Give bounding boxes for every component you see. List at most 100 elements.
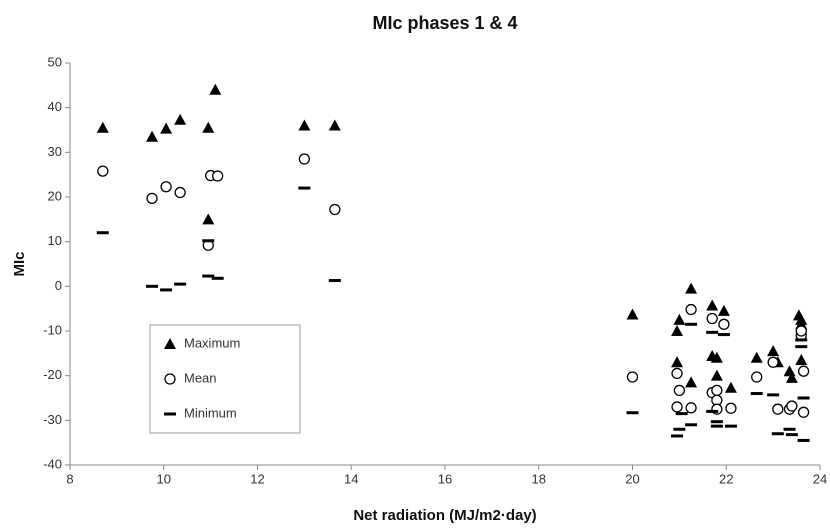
triangle-marker: [724, 381, 737, 393]
triangle-marker: [706, 299, 719, 311]
triangle-marker: [298, 119, 311, 131]
circle-marker: [725, 402, 737, 414]
x-tick-label: 12: [250, 471, 264, 486]
triangle-marker: [202, 213, 215, 225]
triangle-marker: [685, 282, 698, 294]
circle-marker: [786, 400, 798, 412]
circle-marker: [797, 406, 810, 418]
dash-marker: [785, 433, 798, 437]
circle-marker: [767, 356, 779, 368]
x-tick-label: 20: [625, 471, 639, 486]
dash-marker: [795, 345, 808, 349]
y-tick-label: -10: [43, 322, 62, 337]
x-tick-label: 14: [344, 471, 358, 486]
dash-marker: [795, 338, 808, 342]
x-tick-label: 22: [719, 471, 733, 486]
dash-marker: [685, 322, 698, 326]
triangle-marker: [174, 113, 187, 125]
circle-marker: [751, 371, 763, 383]
triangle-marker: [750, 351, 763, 363]
triangle-marker: [160, 122, 173, 134]
dash-marker: [211, 276, 224, 280]
dash-marker: [626, 411, 639, 415]
legend-label: Minimum: [184, 405, 237, 420]
triangle-marker: [671, 356, 684, 368]
dash-marker: [797, 438, 810, 442]
dash-marker: [717, 333, 730, 337]
triangle-marker: [767, 345, 780, 357]
dash-marker: [202, 239, 215, 243]
dash-marker: [298, 186, 311, 190]
circle-marker: [772, 403, 784, 415]
triangle-marker: [710, 351, 723, 363]
x-tick-label: 16: [438, 471, 452, 486]
dash-marker: [164, 412, 176, 416]
triangle-marker: [717, 304, 730, 316]
dash-marker: [750, 392, 763, 396]
circle-marker: [673, 384, 686, 397]
circle-marker: [146, 192, 158, 204]
triangle-marker: [785, 371, 798, 383]
triangle-marker: [328, 119, 341, 131]
y-tick-label: -40: [43, 456, 62, 471]
circle-marker: [795, 325, 807, 337]
circle-marker: [164, 373, 176, 385]
x-axis-label: Net radiation (MJ/m2·day): [353, 507, 536, 524]
x-tick-label: 24: [813, 471, 827, 486]
circle-marker: [97, 165, 109, 177]
dash-marker: [724, 424, 737, 428]
triangle-marker: [685, 376, 698, 388]
triangle-marker: [710, 369, 723, 381]
dash-marker: [767, 393, 780, 397]
dash-marker: [146, 284, 159, 288]
y-tick-label: -30: [43, 412, 62, 427]
dash-marker: [685, 423, 698, 427]
x-tick-label: 8: [66, 471, 73, 486]
circle-marker: [671, 401, 683, 413]
dash-marker: [671, 434, 684, 438]
dash-marker: [710, 424, 723, 428]
dash-marker: [328, 279, 341, 283]
dash-marker: [202, 274, 215, 278]
circle-marker: [174, 186, 186, 199]
y-axis-label: MIc: [11, 251, 28, 276]
legend-label: Maximum: [184, 335, 240, 350]
triangle-marker: [164, 338, 176, 349]
dash-marker: [675, 412, 688, 416]
y-tick-label: 20: [48, 188, 62, 203]
circle-marker: [212, 170, 224, 182]
legend-label: Mean: [184, 370, 217, 385]
chart-title: MIc phases 1 & 4: [372, 13, 517, 33]
y-tick-label: 30: [48, 144, 62, 159]
circle-marker: [718, 318, 730, 330]
circle-marker: [797, 365, 810, 377]
dash-marker: [771, 432, 784, 436]
y-tick-label: 50: [48, 54, 62, 69]
dash-marker: [797, 396, 810, 400]
circle-marker: [160, 181, 172, 193]
dash-marker: [174, 282, 187, 286]
circle-marker: [671, 367, 683, 380]
y-tick-label: 40: [48, 99, 62, 114]
y-tick-label: 0: [55, 278, 62, 293]
y-tick-label: 10: [48, 233, 62, 248]
circle-marker: [298, 153, 311, 165]
circle-marker: [685, 402, 697, 414]
dash-marker: [710, 420, 723, 424]
circle-marker: [626, 371, 639, 383]
circle-marker: [711, 384, 723, 397]
triangle-marker: [783, 365, 796, 377]
triangle-marker: [795, 354, 808, 366]
triangle-marker: [209, 83, 222, 95]
x-tick-label: 10: [157, 471, 171, 486]
circle-marker: [685, 303, 697, 316]
triangle-marker: [146, 130, 159, 142]
dash-marker: [706, 330, 719, 334]
y-tick-label: -20: [43, 367, 62, 382]
x-tick-label: 18: [532, 471, 546, 486]
triangle-marker: [202, 121, 215, 133]
dash-marker: [783, 427, 796, 431]
circle-marker: [706, 312, 718, 325]
triangle-marker: [673, 313, 686, 325]
